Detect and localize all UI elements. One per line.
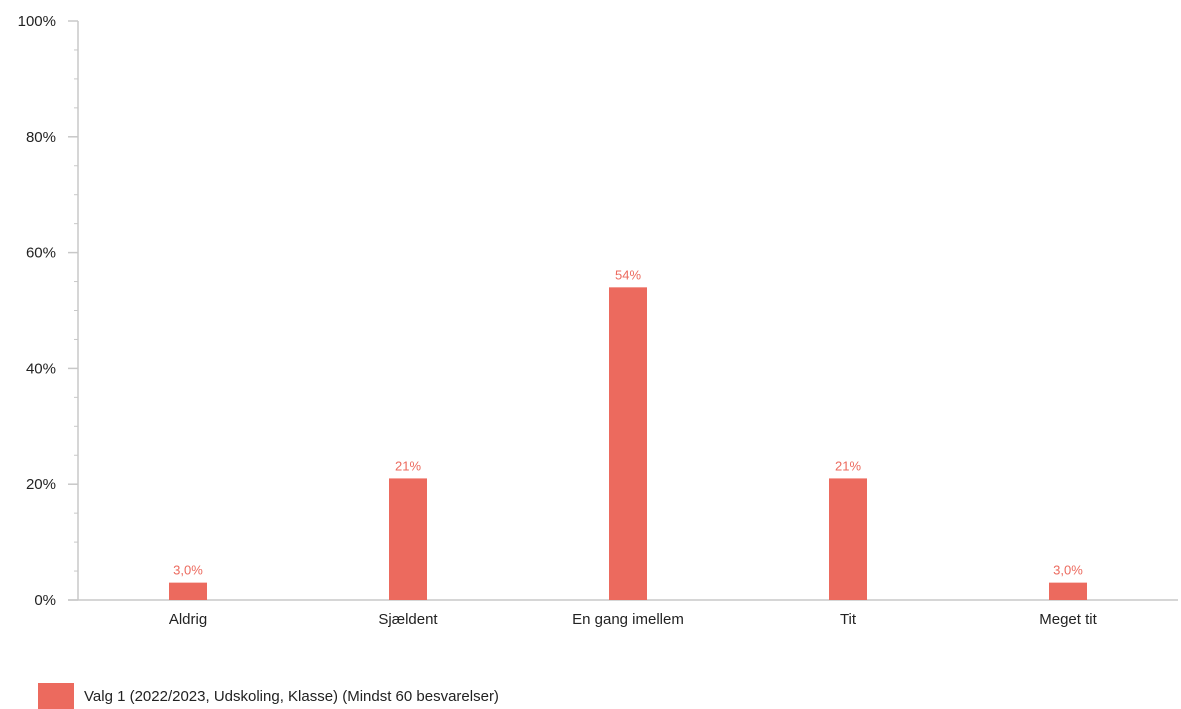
category-label: Sjældent xyxy=(378,611,438,628)
legend-label: Valg 1 (2022/2023, Udskoling, Klasse) (M… xyxy=(84,687,499,705)
bar xyxy=(169,582,207,600)
legend: Valg 1 (2022/2023, Udskoling, Klasse) (M… xyxy=(38,683,499,709)
y-axis: 0% 20% 40% 60% 80% 100% xyxy=(18,13,79,609)
data-label: 21% xyxy=(835,458,861,473)
category-label: Meget tit xyxy=(1039,611,1097,628)
bar xyxy=(1049,582,1087,600)
y-tick-label: 100% xyxy=(18,13,56,30)
y-tick-label: 20% xyxy=(26,476,56,493)
bar-chart: 0% 20% 40% 60% 80% 100% Aldrig Sjældent En gang… xyxy=(18,13,1178,628)
data-label: 54% xyxy=(615,267,641,282)
y-tick-label: 80% xyxy=(26,129,56,146)
x-axis: Aldrig Sjældent En gang imellem Tit Meget ti… xyxy=(68,599,1178,628)
y-tick-label: 40% xyxy=(26,360,56,377)
bars xyxy=(169,287,1087,600)
y-tick-label: 60% xyxy=(26,245,56,262)
category-label: En gang imellem xyxy=(572,611,684,628)
data-labels: 3,0% 21% 54% 21% 3,0% xyxy=(173,267,1083,577)
bar xyxy=(389,478,427,600)
bar xyxy=(829,478,867,600)
category-label: Aldrig xyxy=(169,611,207,628)
data-label: 21% xyxy=(395,458,421,473)
data-label: 3,0% xyxy=(1053,563,1083,578)
legend-swatch xyxy=(38,683,74,709)
y-tick-label: 0% xyxy=(34,592,56,609)
data-label: 3,0% xyxy=(173,563,203,578)
bar xyxy=(609,287,647,600)
category-label: Tit xyxy=(840,611,857,628)
